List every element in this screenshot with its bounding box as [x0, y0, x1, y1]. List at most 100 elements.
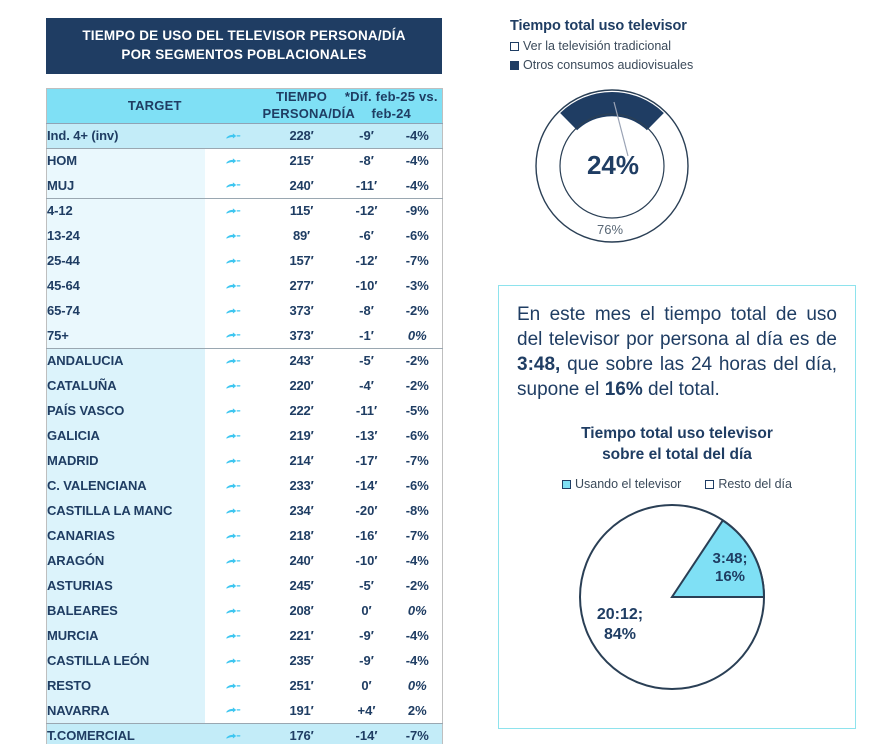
cell-dif-percent: -6%: [405, 428, 429, 443]
table-row[interactable]: GALICIA 219′ -13′ -6%: [46, 423, 443, 448]
cell-time: 228′: [262, 123, 341, 148]
cell-dif-percent: -4%: [392, 147, 443, 173]
cell-time: 373′: [289, 303, 314, 318]
cell-dif-percent: -4%: [392, 173, 443, 198]
table-row[interactable]: Ind. 4+ (inv) 228′ -9′ -4%: [46, 123, 443, 148]
table-row[interactable]: CASTILLA LEÓN 235′ -9′ -4%: [46, 648, 443, 673]
table-row[interactable]: MUJ 240′ -11′ -4%: [46, 173, 443, 198]
donut-leader-line: [613, 101, 629, 157]
table-row[interactable]: BALEARES 208′ 0′ 0%: [46, 598, 443, 623]
column-header-time-line2: PERSONA/DÍA: [262, 105, 355, 121]
cell-dif-percent: -3%: [405, 278, 429, 293]
cell-target: C. VALENCIANA: [46, 473, 205, 498]
cell-target: ARAGÓN: [46, 548, 205, 573]
legend-swatch-cyan-icon: [562, 479, 571, 489]
cell-dif-percent: 0%: [407, 327, 427, 343]
column-header-target: TARGET: [46, 88, 263, 124]
table-row[interactable]: CANARIAS 218′ -16′ -7%: [46, 523, 443, 548]
table-row[interactable]: T.COMERCIAL 176′ -14′ -7%: [46, 722, 443, 744]
cell-pointer-icon: [204, 147, 263, 173]
cell-time: 219′: [289, 428, 314, 443]
callout-bold-time: 3:48,: [517, 354, 561, 376]
page-title: TIEMPO DE USO DEL TELEVISOR PERSONA/DÍA …: [46, 18, 442, 75]
table-row[interactable]: 25-44 157′ -12′ -7%: [46, 248, 443, 273]
table-row[interactable]: C. VALENCIANA 233′ -14′ -6%: [46, 473, 443, 498]
cell-time: 89′: [293, 228, 310, 243]
cell-target: 65-74: [46, 298, 205, 323]
legend-swatch-filled-icon: [510, 60, 519, 70]
callout-box: En este mes el tiempo total de uso del t…: [498, 285, 856, 729]
pointer-hand-icon: [226, 607, 240, 614]
segments-table: TARGET TIEMPO PERSONA/DÍA *Dif. feb-25 v…: [46, 88, 444, 744]
table-row[interactable]: MURCIA 221′ -9′ -4%: [46, 623, 443, 648]
cell-dif-minutes: -11′: [340, 173, 393, 198]
table-row[interactable]: 75+ 373′ -1′ 0%: [46, 323, 443, 348]
cell-time: 235′: [289, 653, 314, 668]
cell-pointer-icon: [205, 698, 263, 723]
cell-time: 157′: [289, 253, 314, 268]
table-row[interactable]: 65-74 373′ -8′ -2%: [46, 298, 443, 323]
cell-target: 25-44: [46, 248, 205, 273]
table-row[interactable]: ARAGÓN 240′ -10′ -4%: [46, 548, 443, 573]
pointer-hand-icon: [226, 657, 240, 664]
table-row[interactable]: HOM 215′ -8′ -4%: [46, 147, 443, 173]
pie-legend-label-1: Resto del día: [718, 477, 792, 492]
cell-target: CATALUÑA: [46, 373, 205, 398]
pointer-hand-icon: [226, 332, 240, 339]
callout-text-1: En este mes el tiempo total de uso del t…: [517, 304, 837, 351]
table-row[interactable]: CATALUÑA 220′ -4′ -2%: [46, 373, 443, 398]
table-row[interactable]: 4-12 115′ -12′ -9%: [46, 197, 443, 223]
cell-dif-percent: -7%: [405, 453, 429, 468]
cell-dif-percent: 0%: [407, 603, 427, 618]
pointer-hand-icon: [226, 382, 240, 389]
cell-dif-percent: -7%: [405, 253, 429, 268]
cell-dif-percent: -9%: [392, 197, 443, 223]
table-row[interactable]: 13-24 89′ -6′ -6%: [46, 223, 443, 248]
cell-target: MURCIA: [46, 623, 205, 648]
table-row[interactable]: 45-64 277′ -10′ -3%: [46, 273, 443, 298]
table-row[interactable]: NAVARRA 191′ +4′ 2%: [46, 698, 443, 723]
table-row[interactable]: CASTILLA LA MANC 234′ -20′ -8%: [46, 498, 443, 523]
cell-time: 115′: [262, 197, 341, 223]
cell-dif-minutes: -12′: [340, 197, 393, 223]
cell-pointer-icon: [205, 548, 263, 573]
pointer-hand-icon: [226, 307, 240, 314]
pie-slice-label-line1: 3:48;: [712, 550, 747, 567]
cell-dif-percent: -8%: [405, 503, 429, 518]
cell-dif-minutes: -5′: [359, 578, 374, 593]
cell-dif-minutes: 0′: [361, 603, 372, 618]
donut-value-label: 24%: [587, 150, 639, 180]
cell-pointer-icon: [205, 598, 263, 623]
cell-dif-minutes: -9′: [359, 628, 374, 643]
column-header-dif-line2: feb-24: [371, 105, 411, 121]
pie-legend-item-0: Usando el televisor: [562, 477, 681, 491]
cell-pointer-icon: [204, 123, 263, 148]
table-row[interactable]: ANDALUCIA 243′ -5′ -2%: [46, 347, 443, 373]
cell-target: MADRID: [46, 448, 205, 473]
pointer-hand-icon: [226, 507, 240, 514]
cell-dif-minutes: -14′: [355, 478, 378, 493]
callout-bold-pct: 16%: [604, 379, 643, 401]
cell-dif-percent: -6%: [405, 478, 429, 493]
cell-pointer-icon: [204, 197, 263, 223]
cell-pointer-icon: [205, 423, 263, 448]
cell-time: 222′: [289, 403, 314, 418]
pointer-hand-icon: [226, 582, 240, 589]
cell-dif-percent: -4%: [405, 653, 429, 668]
table-row[interactable]: ASTURIAS 245′ -5′ -2%: [46, 573, 443, 598]
pointer-hand-icon: [226, 632, 240, 639]
cell-dif-minutes: -17′: [355, 453, 378, 468]
cell-target: ASTURIAS: [46, 573, 205, 598]
cell-dif-percent: 2%: [407, 702, 427, 718]
cell-dif-minutes: -8′: [340, 147, 393, 173]
cell-pointer-icon: [205, 248, 263, 273]
cell-target: CASTILLA LEÓN: [46, 648, 205, 673]
table-row[interactable]: RESTO 251′ 0′ 0%: [46, 673, 443, 698]
table-row[interactable]: MADRID 214′ -17′ -7%: [46, 448, 443, 473]
cell-dif-minutes: +4′: [357, 702, 376, 718]
donut-panel: Tiempo total uso televisor Ver la televi…: [510, 18, 890, 252]
cell-target: T.COMERCIAL: [46, 722, 205, 744]
cell-dif-minutes: -1′: [359, 327, 374, 343]
page-title-line1: TIEMPO DE USO DEL TELEVISOR PERSONA/DÍA: [82, 28, 406, 43]
table-row[interactable]: PAÍS VASCO 222′ -11′ -5%: [46, 398, 443, 423]
